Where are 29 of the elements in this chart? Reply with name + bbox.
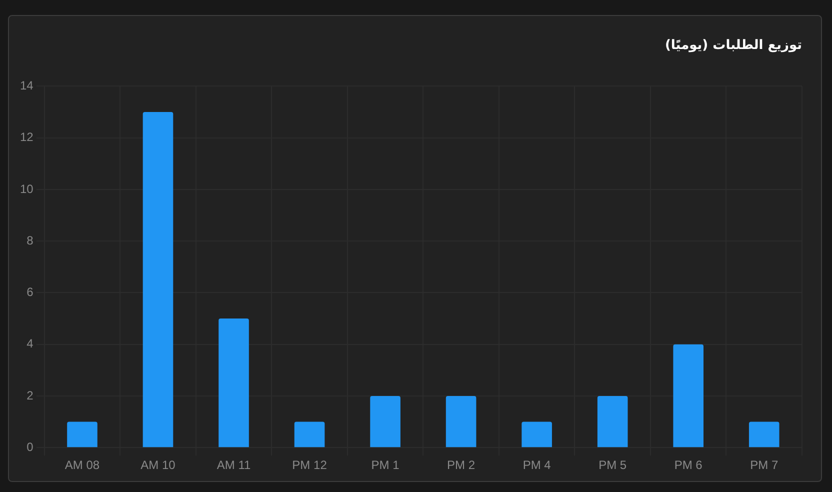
y-tick-label: 2 xyxy=(26,388,34,402)
bar xyxy=(218,318,249,448)
chart-title: توزيع الطلبات (يوميًا) xyxy=(664,38,802,53)
x-tick-label: PM 7 xyxy=(750,458,778,472)
y-tick-label: 4 xyxy=(26,336,34,351)
y-tick-label: 0 xyxy=(26,440,34,454)
bar xyxy=(67,422,98,448)
bar xyxy=(673,344,704,448)
x-tick-label: AM 11 xyxy=(216,458,251,472)
bar xyxy=(294,422,325,448)
x-tick-label: PM 5 xyxy=(598,458,627,472)
x-tick-label: PM 1 xyxy=(371,458,400,472)
y-tick-label: 6 xyxy=(26,285,34,300)
x-tick-label: PM 2 xyxy=(447,458,476,472)
x-tick-label: PM 6 xyxy=(674,458,703,472)
y-tick-label: 8 xyxy=(26,233,34,248)
y-tick-label: 14 xyxy=(20,78,34,93)
bar xyxy=(748,422,780,448)
bar xyxy=(597,396,628,448)
bar xyxy=(522,422,552,448)
x-tick-label: AM 08 xyxy=(64,458,100,472)
x-tick-label: AM 10 xyxy=(140,458,176,472)
bar xyxy=(370,396,400,448)
y-tick-label: 10 xyxy=(20,182,34,196)
x-tick-label: PM 4 xyxy=(522,458,552,472)
bar xyxy=(142,112,174,448)
x-tick-label: PM 12 xyxy=(292,458,328,472)
bar xyxy=(446,396,476,448)
y-tick-label: 12 xyxy=(20,130,34,144)
